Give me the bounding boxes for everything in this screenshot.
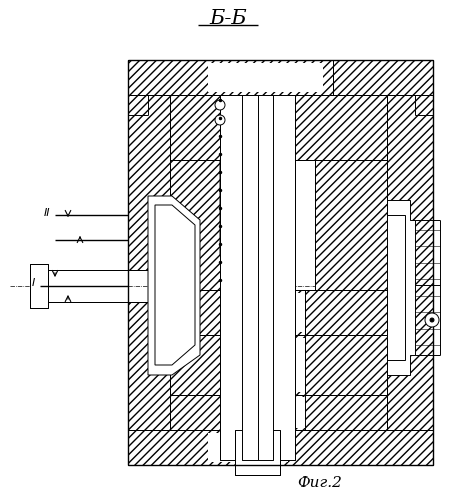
Bar xyxy=(170,335,386,395)
Polygon shape xyxy=(219,160,242,290)
Bar xyxy=(170,95,386,160)
Bar xyxy=(128,60,432,95)
Polygon shape xyxy=(386,215,404,360)
Circle shape xyxy=(214,115,224,125)
Bar xyxy=(304,395,386,430)
Circle shape xyxy=(214,100,224,110)
Polygon shape xyxy=(148,196,200,375)
Bar xyxy=(258,95,273,460)
Bar xyxy=(386,95,432,430)
Bar xyxy=(219,293,304,332)
Bar xyxy=(304,290,386,335)
Bar xyxy=(30,270,172,302)
Bar xyxy=(170,395,386,430)
Bar xyxy=(207,63,322,92)
Bar xyxy=(219,95,294,460)
Bar xyxy=(314,160,386,290)
Bar xyxy=(30,264,48,308)
Bar xyxy=(128,60,332,95)
Bar xyxy=(219,338,304,392)
Text: I: I xyxy=(32,278,35,288)
Bar xyxy=(294,95,386,160)
Bar xyxy=(332,60,432,95)
Polygon shape xyxy=(155,205,195,365)
Polygon shape xyxy=(273,160,294,290)
Text: Б-Б: Б-Б xyxy=(209,8,246,28)
Bar xyxy=(170,160,219,290)
Circle shape xyxy=(429,318,433,322)
Bar xyxy=(207,433,288,462)
Polygon shape xyxy=(386,200,414,375)
Bar xyxy=(242,160,273,290)
Text: Фиг.2: Фиг.2 xyxy=(297,476,342,490)
Bar xyxy=(234,430,279,475)
Bar xyxy=(219,397,304,428)
Bar xyxy=(128,95,170,430)
Bar xyxy=(170,290,386,335)
Circle shape xyxy=(424,313,438,327)
Text: II: II xyxy=(43,208,50,218)
Bar xyxy=(304,335,386,395)
Bar xyxy=(242,95,258,460)
Bar xyxy=(128,430,432,465)
Bar xyxy=(219,98,294,157)
